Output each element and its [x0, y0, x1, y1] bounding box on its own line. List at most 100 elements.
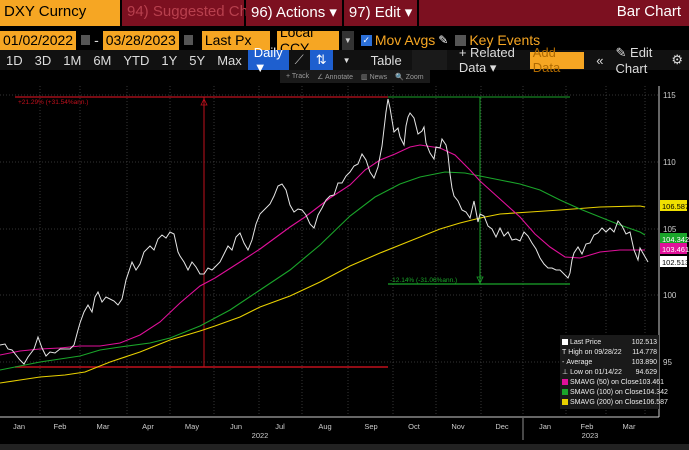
legend-item-high: T High on 09/28/22 114.778 [562, 348, 657, 356]
period-3d[interactable]: 3D [34, 52, 52, 68]
field-selector[interactable]: Last Px [201, 30, 270, 50]
swatch-icon [562, 378, 568, 385]
high-marker-icon: T [562, 348, 567, 356]
svg-text:Feb: Feb [581, 422, 594, 431]
calendar-icon[interactable] [81, 35, 91, 45]
date-controls: 01/02/2022 - 03/28/2023 Last Px Local CC… [0, 24, 541, 56]
svg-text:May: May [185, 422, 199, 431]
legend-item-sma50: SMAVG (50) on Close 103.461 [562, 377, 664, 387]
gear-icon[interactable]: ⚙ [671, 52, 683, 67]
svg-text:100: 100 [663, 291, 677, 300]
add-data-input[interactable]: Add Data [529, 45, 585, 75]
sma100-line [0, 171, 646, 371]
svg-text:2022: 2022 [252, 431, 269, 440]
period-1m[interactable]: 1M [63, 52, 82, 68]
svg-text:Aug: Aug [318, 422, 331, 431]
svg-text:Mar: Mar [623, 422, 636, 431]
suggested-charts-button[interactable]: 94) Suggested Charts [122, 0, 273, 26]
chevron-down-icon[interactable]: ▼ [341, 30, 354, 50]
svg-text:Feb: Feb [54, 422, 67, 431]
red-measure-annotation [15, 96, 388, 368]
last-price-tag [660, 256, 687, 267]
low-marker-icon: ⊥ [562, 369, 569, 376]
table-button[interactable]: Table [370, 52, 402, 68]
zoom-tool[interactable]: 🔍 Zoom [395, 73, 424, 81]
bottom-bar [0, 444, 689, 450]
average-marker-icon: - [562, 358, 565, 366]
period-max[interactable]: Max [217, 52, 242, 68]
period-1d[interactable]: 1D [6, 52, 23, 68]
svg-text:Jan: Jan [539, 422, 551, 431]
collapse-icon[interactable]: « [596, 52, 604, 68]
mov-avgs-checkbox[interactable]: ✓ [360, 34, 372, 46]
swatch-icon [562, 338, 568, 345]
legend-item-sma100: SMAVG (100) on Close 104.342 [562, 387, 668, 397]
y-axis-labels: 115 110 105 100 95 [663, 91, 677, 367]
line-chart-icon[interactable]: ⟋ [294, 52, 304, 67]
frequency-dropdown[interactable]: Daily ▼ [247, 45, 289, 75]
bar-chart-icon[interactable]: ⇅ [309, 50, 333, 70]
sma50-line [0, 144, 645, 356]
key-events-checkbox[interactable] [455, 34, 467, 46]
calendar-icon[interactable] [183, 35, 193, 45]
annotate-tool[interactable]: ∠ Annotate [317, 73, 354, 81]
chart-type-label: Bar Chart [419, 0, 689, 26]
sma50-tag [660, 243, 687, 254]
edit-menu[interactable]: 97) Edit ▾ [343, 0, 418, 26]
key-events-label[interactable]: Key Events [469, 32, 541, 48]
svg-text:95: 95 [663, 358, 672, 367]
svg-text:Jul: Jul [275, 422, 285, 431]
svg-text:2023: 2023 [582, 431, 599, 440]
svg-text:Mar: Mar [97, 422, 110, 431]
legend-item-last-price: Last Price 102.513 [562, 337, 657, 347]
period-ytd[interactable]: YTD [123, 52, 150, 68]
red-annotation-label: +21.29% (+31.54%ann.) [18, 99, 88, 106]
date-separator: - [94, 32, 99, 48]
grid-lines [0, 86, 659, 415]
sma200-line [0, 205, 646, 384]
svg-text:Sep: Sep [364, 422, 377, 431]
svg-text:Nov: Nov [451, 422, 465, 431]
svg-text:115: 115 [663, 91, 676, 100]
green-measure-annotation [388, 96, 570, 285]
swatch-icon [562, 388, 568, 395]
edit-chart-button[interactable]: ✎ Edit Chart [615, 44, 653, 76]
actions-menu[interactable]: 96) Actions ▾ [246, 0, 342, 26]
svg-text:103.461: 103.461 [662, 245, 689, 254]
period-1y[interactable]: 1Y [161, 52, 178, 68]
svg-text:Dec: Dec [495, 422, 509, 431]
svg-text:104.342: 104.342 [662, 235, 689, 244]
currency-selector[interactable]: Local CCY [276, 24, 339, 56]
pencil-icon[interactable]: ✎ [438, 33, 449, 47]
legend-item-low: ⊥ Low on 01/14/22 94.629 [562, 368, 657, 377]
related-data-button[interactable]: + Related Data ▾ [458, 44, 515, 75]
sma200-tag [660, 200, 687, 211]
svg-text:105: 105 [663, 225, 677, 234]
chart-legend: Last Price 102.513 T High on 09/28/22 114… [560, 335, 668, 409]
period-6m[interactable]: 6M [93, 52, 112, 68]
chevron-down-icon[interactable]: ▼ [342, 55, 351, 65]
swatch-icon [562, 398, 568, 405]
legend-item-sma200: SMAVG (200) on Close 106.587 [562, 397, 668, 407]
period-toolbar: 1D 3D 1M 6M YTD 1Y 5Y Max Daily ▼ ⟋ ⇅ ▼ … [0, 44, 689, 76]
value-tags: 106.587 104.342 103.461 102.513 [660, 200, 689, 267]
svg-text:Jan: Jan [13, 422, 25, 431]
mov-avgs-label[interactable]: Mov Avgs [374, 32, 436, 48]
svg-text:102.513: 102.513 [662, 258, 689, 267]
ticker-field[interactable]: DXY Curncy [0, 0, 120, 26]
svg-text:Jun: Jun [230, 422, 242, 431]
track-tool[interactable]: + Track [286, 73, 310, 80]
svg-text:Apr: Apr [142, 422, 154, 431]
news-tool[interactable]: ▥ News [361, 73, 388, 81]
sma100-tag [660, 233, 687, 244]
title-bar: DXY Curncy 94) Suggested Charts 96) Acti… [0, 0, 689, 26]
x-axis-labels: Jan Feb Mar Apr May Jun Jul Aug Sep Oct … [13, 422, 636, 440]
end-date-field[interactable]: 03/28/2023 [102, 30, 179, 50]
chart-tools: + Track ∠ Annotate ▥ News 🔍 Zoom [280, 70, 430, 83]
svg-text:110: 110 [663, 158, 676, 167]
price-chart[interactable]: 115 110 105 100 95 Jan Feb Mar Apr May J… [0, 70, 689, 444]
spacer [411, 50, 447, 70]
green-annotation-label: -12.14% (-31.06%ann.) [390, 277, 457, 284]
start-date-field[interactable]: 01/02/2022 [0, 30, 77, 50]
period-5y[interactable]: 5Y [189, 52, 206, 68]
